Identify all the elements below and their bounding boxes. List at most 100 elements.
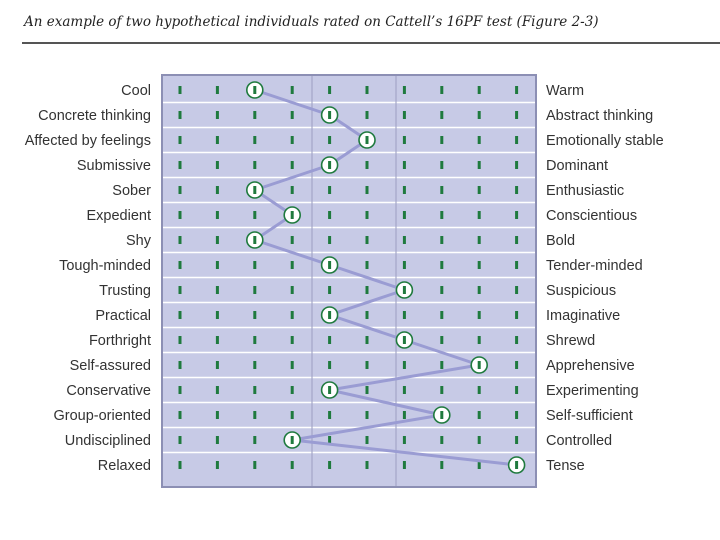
scale-tick — [328, 286, 332, 294]
scale-tick — [253, 261, 257, 269]
scale-tick — [365, 436, 369, 444]
scale-tick — [402, 461, 406, 469]
scale-tick — [515, 261, 519, 269]
scale-tick — [402, 361, 406, 369]
scale-tick — [402, 186, 406, 194]
scale-tick — [515, 361, 519, 369]
scale-tick — [365, 286, 369, 294]
scale-tick — [365, 86, 369, 94]
right-trait-label: Controlled — [546, 433, 612, 449]
scale-tick — [365, 261, 369, 269]
scale-tick — [178, 386, 182, 394]
scale-tick — [215, 436, 219, 444]
scale-tick — [477, 461, 481, 469]
scale-tick — [440, 361, 444, 369]
scale-tick — [477, 436, 481, 444]
scale-tick — [515, 436, 519, 444]
left-trait-label: Tough-minded — [59, 258, 151, 274]
scale-tick — [402, 411, 406, 419]
scale-tick — [365, 161, 369, 169]
scale-tick — [178, 211, 182, 219]
scale-tick — [328, 86, 332, 94]
profile-point-tick — [290, 211, 294, 219]
scale-tick — [365, 461, 369, 469]
scale-tick — [215, 336, 219, 344]
scale-tick — [253, 211, 257, 219]
left-trait-label: Submissive — [77, 158, 151, 174]
scale-tick — [477, 386, 481, 394]
scale-tick — [515, 386, 519, 394]
scale-tick — [178, 136, 182, 144]
scale-tick — [515, 286, 519, 294]
scale-tick — [515, 236, 519, 244]
scale-tick — [440, 211, 444, 219]
scale-tick — [178, 461, 182, 469]
scale-tick — [178, 286, 182, 294]
scale-tick — [178, 411, 182, 419]
scale-tick — [178, 436, 182, 444]
scale-tick — [328, 186, 332, 194]
scale-tick — [328, 336, 332, 344]
left-trait-label: Shy — [126, 233, 152, 249]
scale-tick — [215, 236, 219, 244]
scale-tick — [178, 361, 182, 369]
scale-tick — [178, 311, 182, 319]
scale-tick — [440, 111, 444, 119]
scale-tick — [290, 236, 294, 244]
scale-tick — [477, 211, 481, 219]
scale-tick — [253, 136, 257, 144]
scale-tick — [440, 436, 444, 444]
scale-tick — [515, 186, 519, 194]
profile-point-tick — [328, 261, 332, 269]
scale-tick — [477, 161, 481, 169]
scale-tick — [253, 111, 257, 119]
right-trait-label: Experimenting — [546, 383, 639, 399]
scale-tick — [477, 311, 481, 319]
right-trait-label: Imaginative — [546, 308, 620, 324]
left-trait-label: Concrete thinking — [38, 108, 151, 124]
scale-tick — [253, 461, 257, 469]
scale-tick — [365, 361, 369, 369]
scale-tick — [402, 161, 406, 169]
scale-tick — [440, 136, 444, 144]
profile-point-tick — [253, 86, 257, 94]
profile-point-tick — [477, 361, 481, 369]
page-title: An example of two hypothetical individua… — [24, 14, 599, 30]
scale-tick — [290, 386, 294, 394]
scale-tick — [290, 411, 294, 419]
scale-tick — [290, 186, 294, 194]
right-trait-label: Shrewd — [546, 333, 595, 349]
scale-tick — [178, 186, 182, 194]
right-trait-label: Tense — [546, 458, 585, 474]
scale-tick — [515, 86, 519, 94]
scale-tick — [290, 311, 294, 319]
scale-tick — [402, 261, 406, 269]
scale-tick — [365, 411, 369, 419]
left-trait-label: Self-assured — [70, 358, 151, 374]
scale-tick — [215, 86, 219, 94]
left-trait-label: Relaxed — [98, 458, 151, 474]
scale-tick — [440, 336, 444, 344]
scale-tick — [402, 136, 406, 144]
profile-point-tick — [402, 286, 406, 294]
scale-tick — [477, 186, 481, 194]
right-trait-label: Conscientious — [546, 208, 637, 224]
left-trait-label: Forthright — [89, 333, 151, 349]
profile-point-tick — [440, 411, 444, 419]
scale-tick — [402, 111, 406, 119]
scale-tick — [477, 86, 481, 94]
scale-tick — [365, 211, 369, 219]
right-trait-label: Enthusiastic — [546, 183, 624, 199]
profile-line — [253, 88, 517, 467]
scale-tick — [515, 111, 519, 119]
scale-tick — [440, 286, 444, 294]
scale-tick — [365, 111, 369, 119]
left-trait-label: Conservative — [66, 383, 151, 399]
scale-tick — [215, 111, 219, 119]
scale-tick — [215, 386, 219, 394]
scale-tick — [290, 136, 294, 144]
scale-tick — [290, 111, 294, 119]
scale-tick — [290, 86, 294, 94]
scale-tick — [440, 186, 444, 194]
